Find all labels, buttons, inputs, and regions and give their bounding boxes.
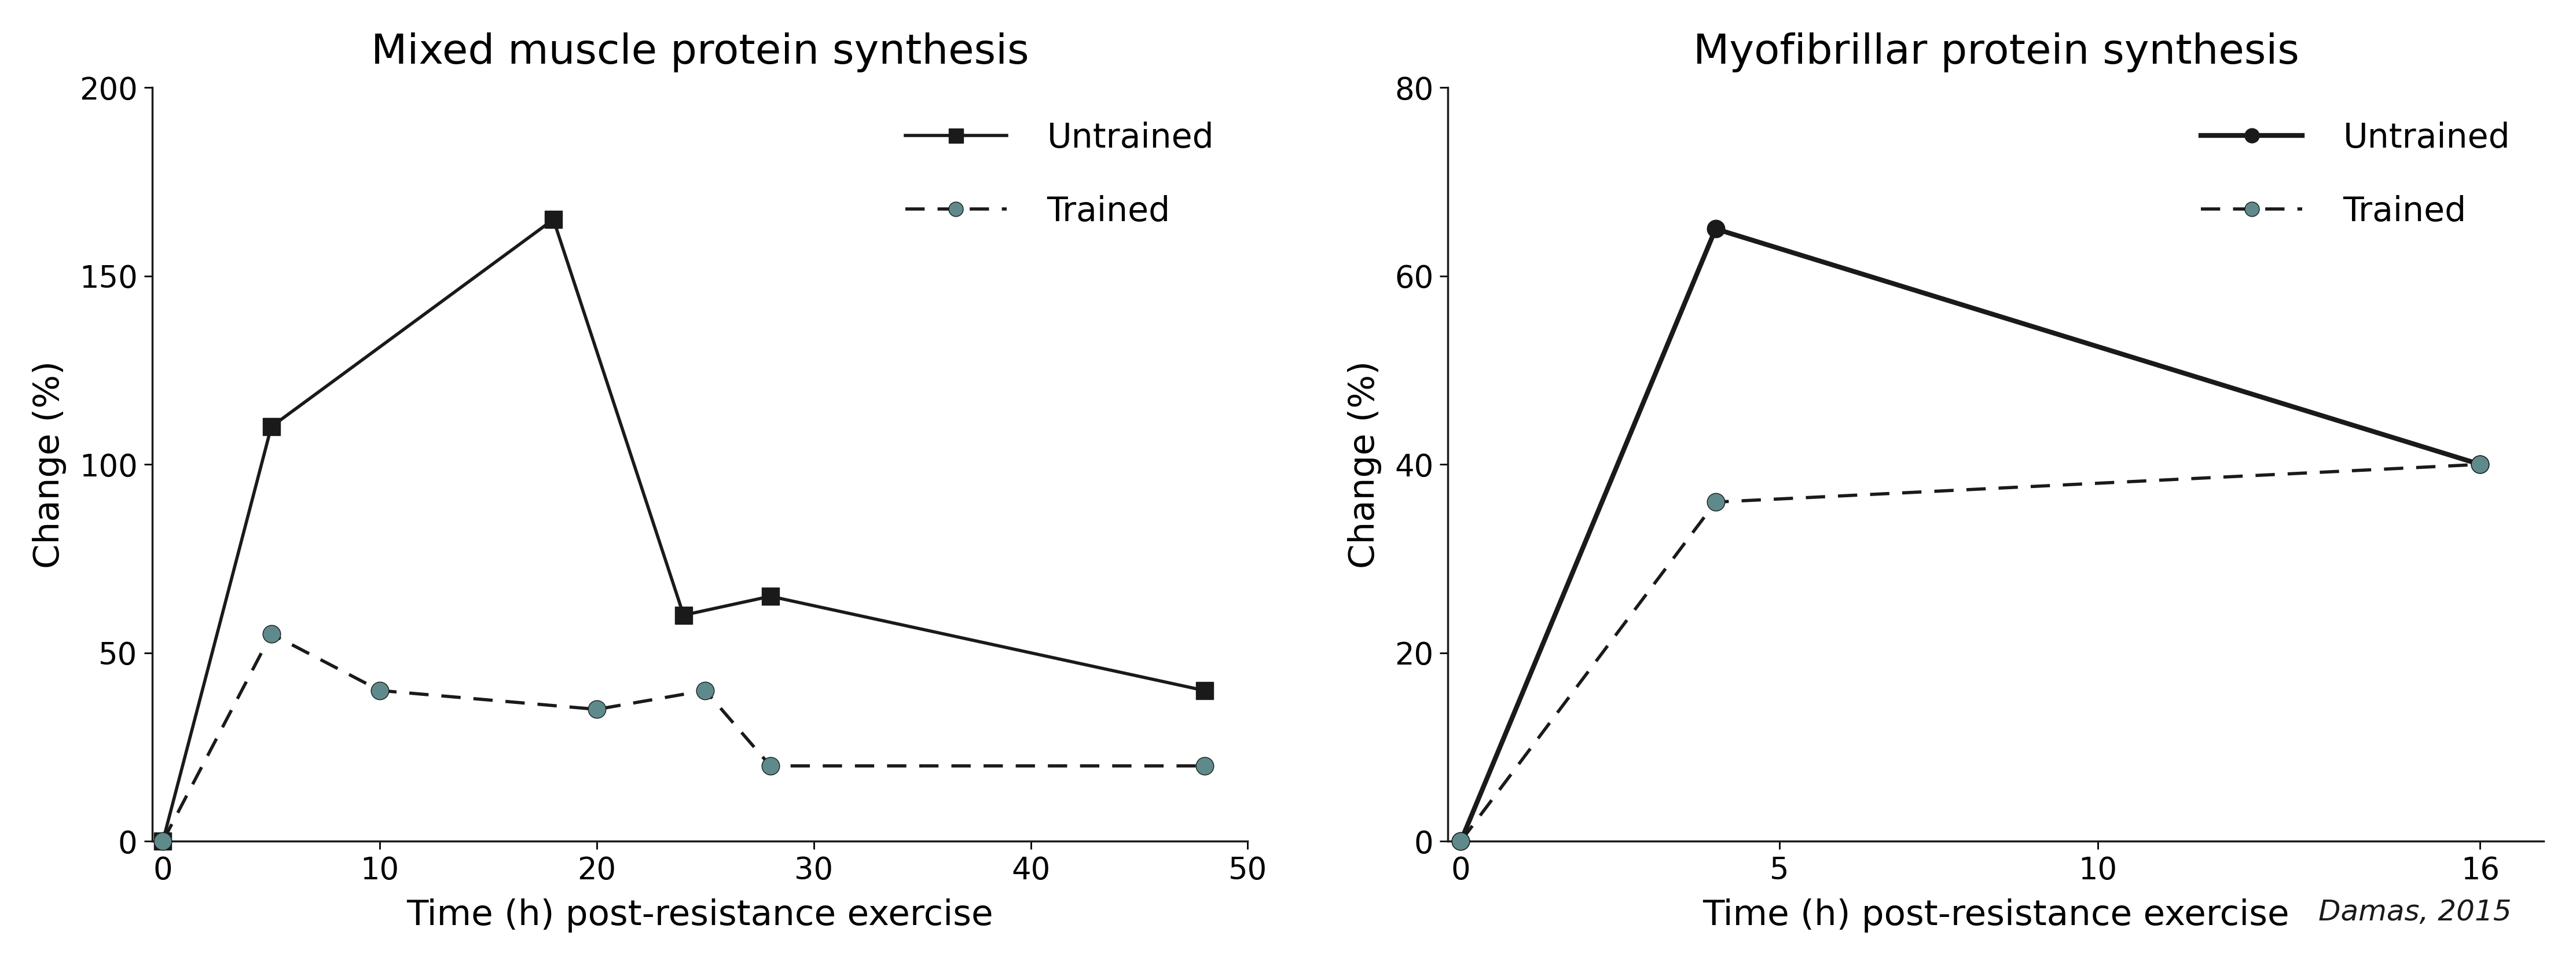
Y-axis label: Change (%): Change (%) [31,361,67,568]
X-axis label: Time (h) post-resistance exercise: Time (h) post-resistance exercise [407,898,994,933]
Text: Damas, 2015: Damas, 2015 [2318,898,2512,926]
Legend: Untrained, Trained: Untrained, Trained [889,104,1231,245]
Title: Myofibrillar protein synthesis: Myofibrillar protein synthesis [1692,32,2298,72]
Legend: Untrained, Trained: Untrained, Trained [2184,104,2527,245]
Title: Mixed muscle protein synthesis: Mixed muscle protein synthesis [371,32,1028,72]
Y-axis label: Change (%): Change (%) [1347,361,1381,568]
X-axis label: Time (h) post-resistance exercise: Time (h) post-resistance exercise [1703,898,2290,933]
